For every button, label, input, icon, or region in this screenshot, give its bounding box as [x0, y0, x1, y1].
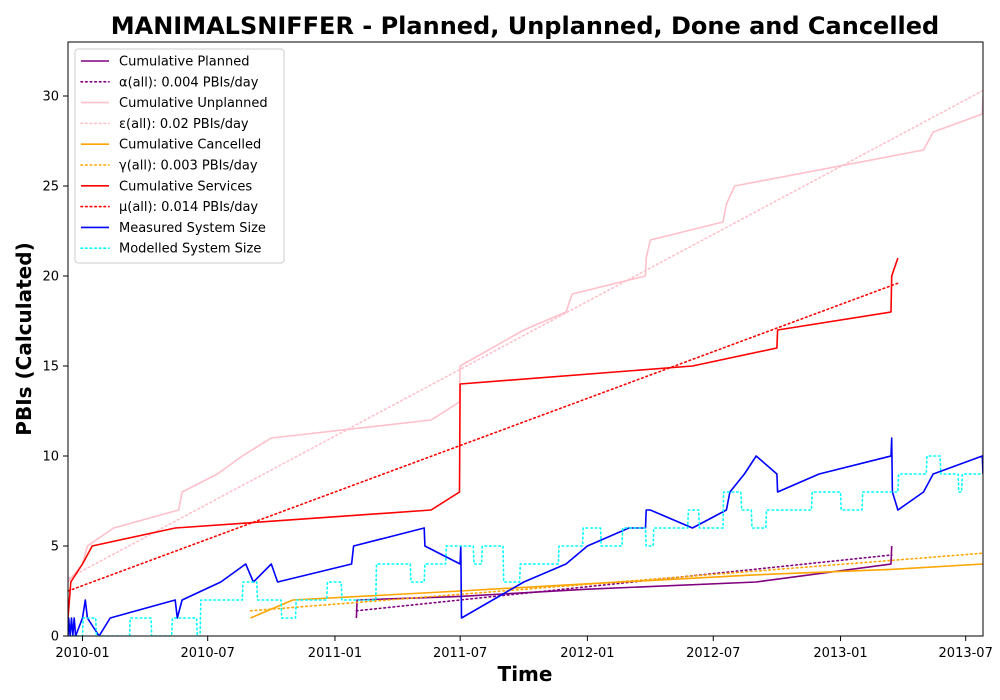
chart-title: MANIMALSNIFFER - Planned, Unplanned, Don… [111, 12, 940, 40]
plot-frame [67, 41, 984, 637]
x-tick-label: 2013-07 [939, 646, 993, 661]
x-tick-label: 2012-07 [686, 646, 740, 661]
series-line-9 [68, 455, 983, 636]
series-layer [68, 89, 983, 636]
legend-entry: Modelled System Size [119, 242, 261, 257]
y-tick-label: 20 [42, 270, 59, 285]
legend-entry: Cumulative Cancelled [119, 138, 261, 153]
series-line-7 [68, 282, 899, 592]
x-tick-label: 2011-01 [308, 646, 362, 661]
y-tick-label: 0 [51, 630, 59, 645]
x-axis: 2010-01 2010-07 2011-01 2011-07 2012-01 2012-… [55, 636, 993, 661]
x-tick-label: 2012-01 [560, 646, 614, 661]
legend-entry: γ(all): 0.003 PBIs/day [119, 159, 258, 174]
series-line-0 [355, 545, 893, 619]
legend-frame [74, 48, 285, 264]
series-line-2 [68, 95, 983, 583]
x-tick-label: 2011-07 [433, 646, 487, 661]
x-tick-label: 2010-01 [55, 646, 109, 661]
legend-entry: α(all): 0.004 PBIs/day [119, 75, 259, 90]
legend-entry: Cumulative Services [119, 179, 252, 194]
x-tick-label: 2013-01 [813, 646, 867, 661]
legend-entry: ε(all): 0.02 PBIs/day [119, 117, 249, 132]
legend: Cumulative Planned α(all): 0.004 PBIs/day… [74, 48, 285, 264]
y-tick-label: 30 [42, 90, 59, 105]
x-axis-label: Time [498, 662, 553, 686]
series-line-3 [68, 89, 983, 580]
x-tick-label: 2010-07 [181, 646, 235, 661]
series-line-1 [355, 554, 893, 612]
series-line-8 [68, 437, 983, 636]
y-tick-label: 25 [42, 180, 59, 195]
y-axis-label: PBIs (Calculated) [12, 242, 36, 435]
y-tick-label: 15 [42, 360, 59, 375]
legend-entry: Cumulative Unplanned [119, 96, 268, 111]
legend-entry: Cumulative Planned [119, 55, 249, 70]
series-line-5 [249, 552, 983, 612]
y-tick-label: 5 [51, 540, 59, 555]
legend-entry: Measured System Size [119, 221, 266, 236]
y-axis: 0 5 10 15 20 25 30 [42, 90, 68, 645]
legend-entry: μ(all): 0.014 PBIs/day [119, 200, 258, 215]
y-tick-label: 10 [42, 450, 59, 465]
series-line-6 [68, 257, 899, 619]
